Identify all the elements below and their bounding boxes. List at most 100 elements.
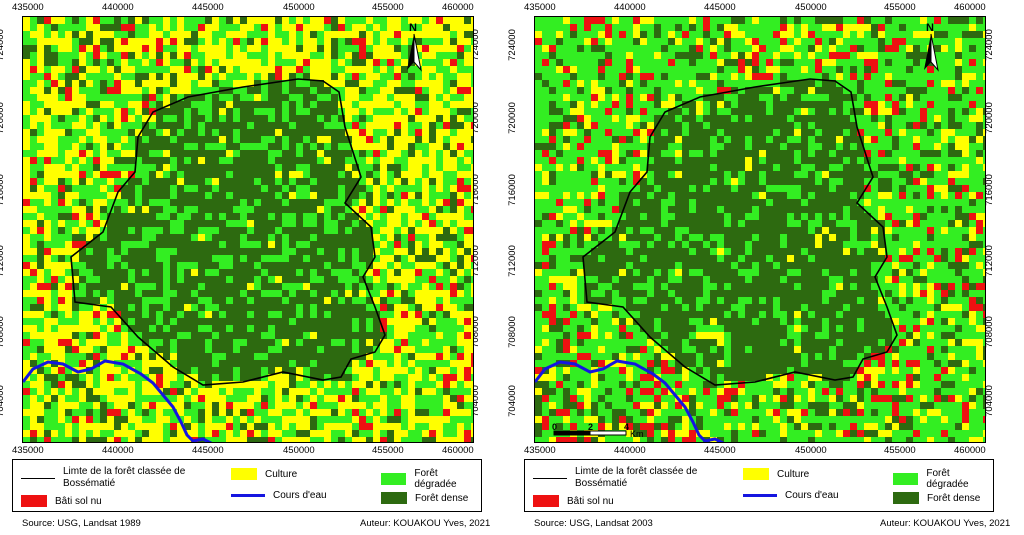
land-cover-map: [22, 16, 474, 443]
legend-dense-label: Forêt dense: [415, 492, 469, 504]
x-tick-bottom: 440000: [102, 445, 134, 456]
x-tick-top: 450000: [283, 2, 315, 13]
legend-dense-swatch: [381, 492, 407, 504]
y-tick-left: 704000: [0, 385, 6, 417]
legend-boundary: Limte de la forêt classée de Bossématié: [533, 466, 715, 490]
legend-boundary-swatch: [21, 477, 55, 479]
x-tick-bottom: 445000: [192, 445, 224, 456]
x-tick-bottom: 440000: [614, 445, 646, 456]
x-tick-bottom: 435000: [12, 445, 44, 456]
legend-river-swatch: [231, 494, 265, 497]
author-text: Auteur: KOUAKOU Yves, 2021: [880, 518, 1011, 529]
north-label: N: [409, 22, 417, 34]
y-tick-left: 724000: [506, 29, 518, 61]
legend-culture-swatch: [231, 468, 257, 480]
map-legend: Limte de la forêt classée de Bossématié …: [524, 459, 994, 512]
y-tick-left: 716000: [506, 174, 518, 206]
legend-culture-swatch: [743, 468, 769, 480]
map-panel-1989: 435000 440000 445000 450000 455000 46000…: [0, 0, 490, 535]
forest-boundary: [70, 78, 386, 386]
legend-degraded-label: Forêt dégradée: [414, 468, 457, 490]
y-tick-left: 704000: [506, 385, 518, 417]
legend-degraded-label: Forêt dégradée: [926, 468, 969, 490]
x-tick-top: 445000: [704, 2, 736, 13]
legend-river: Cours d'eau: [231, 490, 327, 501]
x-tick-top: 450000: [795, 2, 827, 13]
x-tick-top: 435000: [524, 2, 556, 13]
legend-river-swatch: [743, 494, 777, 497]
legend-boundary-label: Limte de la forêt classée de Bossématié: [63, 466, 186, 489]
legend-degraded-swatch: [893, 473, 919, 485]
legend-bare-swatch: [21, 495, 47, 507]
y-tick-right: 704000: [983, 385, 995, 417]
author-text: Auteur: KOUAKOU Yves, 2021: [360, 518, 491, 529]
x-tick-top: 455000: [884, 2, 916, 13]
x-tick-bottom: 455000: [884, 445, 916, 456]
legend-bare: Bâti sol nu: [533, 495, 614, 507]
legend-degraded: Forêt dégradée: [893, 468, 993, 490]
y-tick-left: 712000: [506, 245, 518, 277]
y-tick-right: 716000: [983, 174, 995, 206]
x-tick-top: 445000: [192, 2, 224, 13]
river-line: [535, 359, 725, 442]
x-tick-top: 440000: [614, 2, 646, 13]
legend-culture: Culture: [231, 468, 297, 480]
land-cover-raster: [535, 17, 985, 442]
legend-degraded: Forêt dégradée: [381, 468, 481, 490]
forest-boundary: [582, 78, 898, 386]
legend-dense-swatch: [893, 492, 919, 504]
legend-boundary-swatch: [533, 477, 567, 479]
legend-bare: Bâti sol nu: [21, 495, 102, 507]
y-tick-left: 720000: [0, 102, 6, 134]
legend-river: Cours d'eau: [743, 490, 839, 501]
y-tick-left: 716000: [0, 174, 6, 206]
x-tick-top: 455000: [372, 2, 404, 13]
source-text: Source: USG, Landsat 2003: [534, 518, 653, 529]
y-tick-left: 720000: [506, 102, 518, 134]
legend-culture-label: Culture: [777, 468, 810, 480]
y-tick-left: 712000: [0, 245, 6, 277]
legend-boundary: Limte de la forêt classée de Bossématié: [21, 466, 203, 490]
x-tick-bottom: 460000: [442, 445, 474, 456]
scale-label-0: 0: [552, 422, 558, 432]
source-text: Source: USG, Landsat 1989: [22, 518, 141, 529]
x-tick-top: 460000: [442, 2, 474, 13]
x-tick-bottom: 460000: [954, 445, 986, 456]
x-tick-top: 460000: [954, 2, 986, 13]
y-tick-right: 720000: [983, 102, 995, 134]
x-tick-top: 435000: [12, 2, 44, 13]
land-cover-raster: [23, 17, 473, 442]
scale-unit: Km: [630, 429, 644, 439]
legend-boundary-label: Limte de la forêt classée de Bossématié: [575, 466, 698, 489]
legend-bare-label: Bâti sol nu: [567, 495, 614, 507]
x-tick-bottom: 450000: [795, 445, 827, 456]
legend-dense-label: Forêt dense: [927, 492, 981, 504]
legend-degraded-swatch: [381, 473, 407, 485]
y-tick-left: 708000: [506, 316, 518, 348]
scale-label-2: 2: [588, 422, 594, 432]
scale-bar-graphic: [553, 430, 627, 436]
x-tick-top: 440000: [102, 2, 134, 13]
north-arrow-icon: N: [403, 22, 425, 77]
legend-culture: Culture: [743, 468, 809, 480]
legend-dense: Forêt dense: [893, 492, 980, 504]
y-tick-right: 708000: [983, 316, 995, 348]
scale-bar: 0 2 4 Km: [552, 422, 644, 440]
legend-culture-label: Culture: [265, 468, 298, 480]
x-tick-bottom: 445000: [704, 445, 736, 456]
y-tick-left: 708000: [0, 316, 6, 348]
y-tick-right: 712000: [983, 245, 995, 277]
x-tick-bottom: 435000: [524, 445, 556, 456]
legend-dense: Forêt dense: [381, 492, 468, 504]
x-tick-bottom: 450000: [283, 445, 315, 456]
map-panel-2003: 435000 440000 445000 450000 455000 46000…: [507, 0, 1010, 535]
legend-river-label: Cours d'eau: [273, 490, 327, 501]
x-tick-bottom: 455000: [372, 445, 404, 456]
legend-bare-label: Bâti sol nu: [55, 495, 102, 507]
north-arrow-icon: N: [920, 22, 942, 77]
legend-bare-swatch: [533, 495, 559, 507]
land-cover-map: [534, 16, 986, 443]
y-tick-right: 724000: [983, 29, 995, 61]
scale-label-4: 4: [624, 422, 630, 432]
river-line: [23, 359, 213, 442]
